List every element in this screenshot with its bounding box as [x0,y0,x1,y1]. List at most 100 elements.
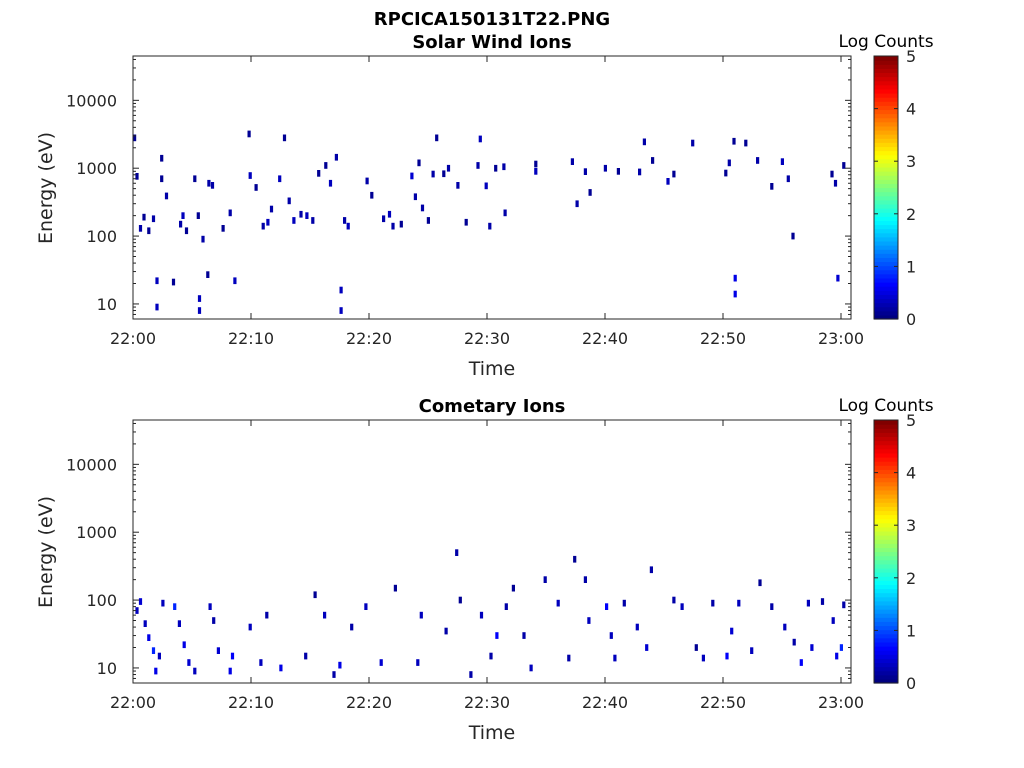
colorbar-segment [874,559,898,565]
data-cell [230,652,235,660]
data-cell [157,652,161,660]
x-tick-label: 23:00 [818,693,864,712]
colorbar-tick-label: 2 [906,569,916,588]
data-cell [343,217,347,224]
data-cell [393,584,397,592]
data-cell [197,295,202,302]
colorbar-segment [874,498,898,503]
x-tick-label: 22:30 [464,693,510,712]
data-cell [792,638,796,646]
colorbar-segment [874,539,898,544]
colorbar-segment [874,105,898,111]
y-tick-label: 1000 [76,523,117,542]
data-cell [587,617,591,624]
colorbar-segment [874,526,898,532]
colorbar-segment [874,674,898,680]
data-cell [744,139,748,147]
y-tick-label: 1000 [76,159,117,178]
data-cell [151,215,156,223]
data-cell [649,566,653,574]
data-cell [605,603,609,610]
colorbar-segment [874,572,898,577]
data-cell [184,227,189,235]
data-cell [323,611,327,619]
colorbar-tick-label: 5 [906,47,916,66]
data-cell [786,175,790,183]
x-tick-label: 22:00 [110,693,156,712]
colorbar-segment [874,298,898,304]
data-cell [181,212,185,219]
colorbar-segment [874,80,898,86]
colorbar-segment [874,555,898,561]
data-cell [476,162,480,169]
data-cell [534,160,538,168]
data-cell [645,644,649,651]
data-cell [543,576,547,583]
x-tick-label: 22:30 [464,329,510,348]
x-tick-label: 22:50 [700,329,746,348]
data-cell [842,601,846,609]
colorbar-segment [874,224,898,230]
data-cell [173,603,177,610]
colorbar-segment [874,249,898,254]
data-cell [733,274,737,282]
data-cell [266,218,270,226]
data-cell [567,654,571,662]
data-cell [842,162,846,169]
data-cell [836,274,840,282]
colorbar-segment [874,658,898,664]
colorbar-solar-wind: 0 1 2 3 4 5 [873,47,916,329]
colorbar-segment [874,646,898,651]
data-cell [416,659,420,666]
colorbar-segment [874,621,898,627]
data-cell [328,179,333,187]
colorbar-segment [874,261,898,267]
data-cell [346,222,350,230]
data-cell [488,222,492,230]
colorbar-segment [874,273,898,279]
data-cell [206,271,210,278]
data-cell [573,555,577,563]
colorbar-segment [874,576,898,581]
y-tick-label: 100 [86,591,117,610]
data-cell [570,158,574,165]
data-cell [154,667,158,675]
data-cell [556,599,560,607]
colorbar-segment [874,481,898,487]
data-cell [799,659,803,666]
colorbar-label-solar-wind: Log Counts [838,32,933,52]
plot-frame-solar-wind [132,55,852,320]
data-cell [147,634,151,641]
colorbar-segment [874,150,898,156]
x-axis-label-cometary: Time [468,722,516,744]
data-cell [511,584,515,592]
data-cell [419,611,423,619]
colorbar-segment [874,212,898,217]
colorbar-segment [874,216,898,221]
colorbar-segment [874,84,898,90]
data-cell [479,611,484,619]
data-cell [770,603,774,610]
data-cell [489,652,493,660]
data-cell [588,189,592,196]
data-cell [417,159,421,167]
colorbar-segment [874,641,898,647]
data-cell [609,632,613,639]
colorbar-segment [874,543,898,548]
colorbar-tick-label: 0 [906,310,916,329]
colorbar-segment [874,60,898,65]
data-cell [210,182,215,189]
colorbar-segment [874,432,898,438]
data-cell [147,227,151,235]
data-cell [691,139,695,147]
colorbar-segment [874,563,898,569]
data-cell [458,596,462,604]
colorbar-segment [874,633,898,639]
colorbar-segment [874,424,898,429]
colorbar-segment [874,208,898,213]
colorbar-segment [874,142,898,148]
colorbar-segment [874,109,898,115]
data-cell [133,134,137,142]
data-cell [529,664,533,672]
x-tick-label: 22:00 [110,329,156,348]
